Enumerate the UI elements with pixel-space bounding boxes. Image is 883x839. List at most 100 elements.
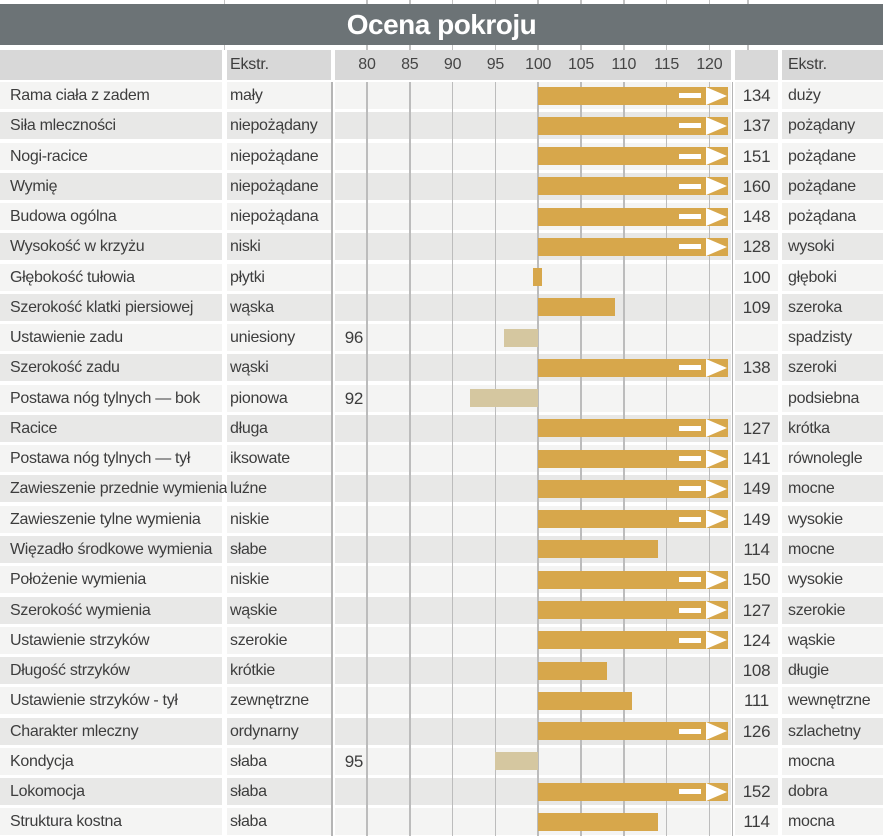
left-extreme-label: mały — [227, 82, 331, 109]
trait-label: Więzadło środkowe wymienia — [0, 535, 222, 563]
bar-cell — [335, 354, 731, 382]
right-extreme-label: podsiebna — [782, 384, 883, 412]
table-row: Rama ciała z zadem mały 134 duży — [0, 82, 883, 112]
table-row: Szerokość klatki piersiowej wąska 109 sz… — [0, 293, 883, 324]
column-tick — [451, 0, 454, 4]
right-extreme-label: pożądane — [782, 172, 883, 200]
right-extreme-label: spadzisty — [782, 324, 883, 352]
score-bar — [538, 419, 729, 438]
column-tick — [494, 0, 497, 4]
arrow-right-icon — [706, 207, 728, 226]
trait-label: Głębokość tułowia — [0, 263, 222, 291]
arrow-right-icon — [706, 358, 728, 377]
right-extreme-label: mocne — [782, 475, 883, 503]
trait-label: Lokomocja — [0, 778, 222, 806]
column-tick — [708, 0, 711, 4]
left-extreme-label: szerokie — [227, 626, 331, 654]
column-tick — [580, 0, 582, 4]
right-extreme-label: wąskie — [782, 626, 883, 654]
right-extreme-label: mocna — [782, 747, 883, 775]
arrow-right-icon — [706, 510, 728, 529]
axis-tick-label: 90 — [443, 56, 462, 73]
table-row: Budowa ogólna niepożądana 148 pożądana — [0, 203, 883, 233]
right-extreme-label: wewnętrzne — [782, 687, 883, 715]
right-extreme-label: mocna — [782, 808, 883, 836]
score-bar — [538, 601, 729, 620]
bar-cell — [335, 687, 731, 715]
bar-cell — [335, 82, 731, 109]
column-tick — [366, 45, 368, 50]
arrow-dash-icon — [679, 486, 702, 492]
axis-tick-label: 115 — [654, 56, 680, 73]
arrow-right-icon — [706, 116, 728, 135]
score-bar — [538, 449, 729, 468]
value-label: 108 — [735, 657, 778, 685]
column-tick — [580, 45, 582, 50]
bar-cell — [335, 293, 731, 321]
axis-tick-label: 120 — [696, 56, 723, 73]
right-extreme-label: krótka — [782, 414, 883, 442]
table-row: Siła mleczności niepożądany 137 pożądany — [0, 112, 883, 142]
column-tick — [708, 45, 711, 50]
value-label — [735, 384, 778, 412]
table-row: Szerokość zadu wąski 138 szeroki — [0, 354, 883, 384]
score-bar — [538, 631, 729, 650]
table-row: Wymię niepożądane 160 pożądane — [0, 172, 883, 203]
value-label: 141 — [735, 445, 778, 473]
score-bar — [538, 177, 729, 196]
trait-label: Wysokość w krzyżu — [0, 233, 222, 261]
left-extreme-label: słaba — [227, 808, 331, 836]
right-extreme-label: głęboki — [782, 263, 883, 291]
right-extreme-label: dobra — [782, 778, 883, 806]
arrow-right-icon — [706, 570, 728, 589]
value-label: 134 — [735, 82, 778, 109]
left-extreme-label: długa — [227, 414, 331, 442]
axis-tick-label: 110 — [611, 56, 637, 73]
bar-cell — [335, 172, 731, 200]
trait-label: Postawa nóg tylnych — tył — [0, 445, 222, 473]
arrow-dash-icon — [679, 789, 702, 795]
bar-cell — [335, 505, 731, 533]
arrow-right-icon — [706, 782, 728, 801]
right-extreme-label: duży — [782, 82, 883, 109]
axis-tick-label: 80 — [358, 56, 376, 73]
value-label: 126 — [735, 717, 778, 745]
axis-tick-label: 100 — [525, 56, 552, 73]
bar-cell — [335, 657, 731, 685]
value-label: 149 — [735, 505, 778, 533]
left-extreme-label: iksowate — [227, 445, 331, 473]
bar-cell: 92 — [335, 384, 731, 412]
value-label: 137 — [735, 112, 778, 140]
column-tick — [665, 45, 668, 50]
score-bar — [538, 722, 729, 741]
left-extreme-label: niepożądane — [227, 172, 331, 200]
right-extreme-label: pożądany — [782, 112, 883, 140]
column-tick — [223, 0, 225, 4]
value-label-left: 95 — [344, 751, 364, 771]
trait-label: Wymię — [0, 172, 222, 200]
bar-cell — [335, 203, 731, 231]
left-extreme-label: wąskie — [227, 596, 331, 624]
arrow-right-icon — [706, 601, 728, 620]
mid-tick-strip — [0, 45, 883, 50]
title-bar: Ocena pokroju — [0, 4, 883, 45]
column-tick — [747, 45, 749, 50]
table-row: Zawieszenie przednie wymienia luźne 149 … — [0, 475, 883, 505]
bar-cell — [335, 596, 731, 624]
left-extreme-label: zewnętrzne — [227, 687, 331, 715]
score-bar — [469, 389, 539, 408]
header-trait-cell — [0, 50, 222, 80]
trait-label: Siła mleczności — [0, 112, 222, 140]
header-value-cell — [735, 50, 778, 80]
arrow-dash-icon — [679, 123, 702, 129]
arrow-right-icon — [706, 479, 728, 498]
left-extreme-label: uniesiony — [227, 324, 331, 352]
left-extreme-label: słaba — [227, 747, 331, 775]
trait-label: Postawa nóg tylnych — bok — [0, 384, 222, 412]
trait-label: Położenie wymienia — [0, 566, 222, 594]
left-extreme-label: słaba — [227, 778, 331, 806]
arrow-dash-icon — [679, 93, 702, 98]
arrow-right-icon — [706, 722, 728, 741]
table-row: Głębokość tułowia płytki 100 głęboki — [0, 263, 883, 294]
